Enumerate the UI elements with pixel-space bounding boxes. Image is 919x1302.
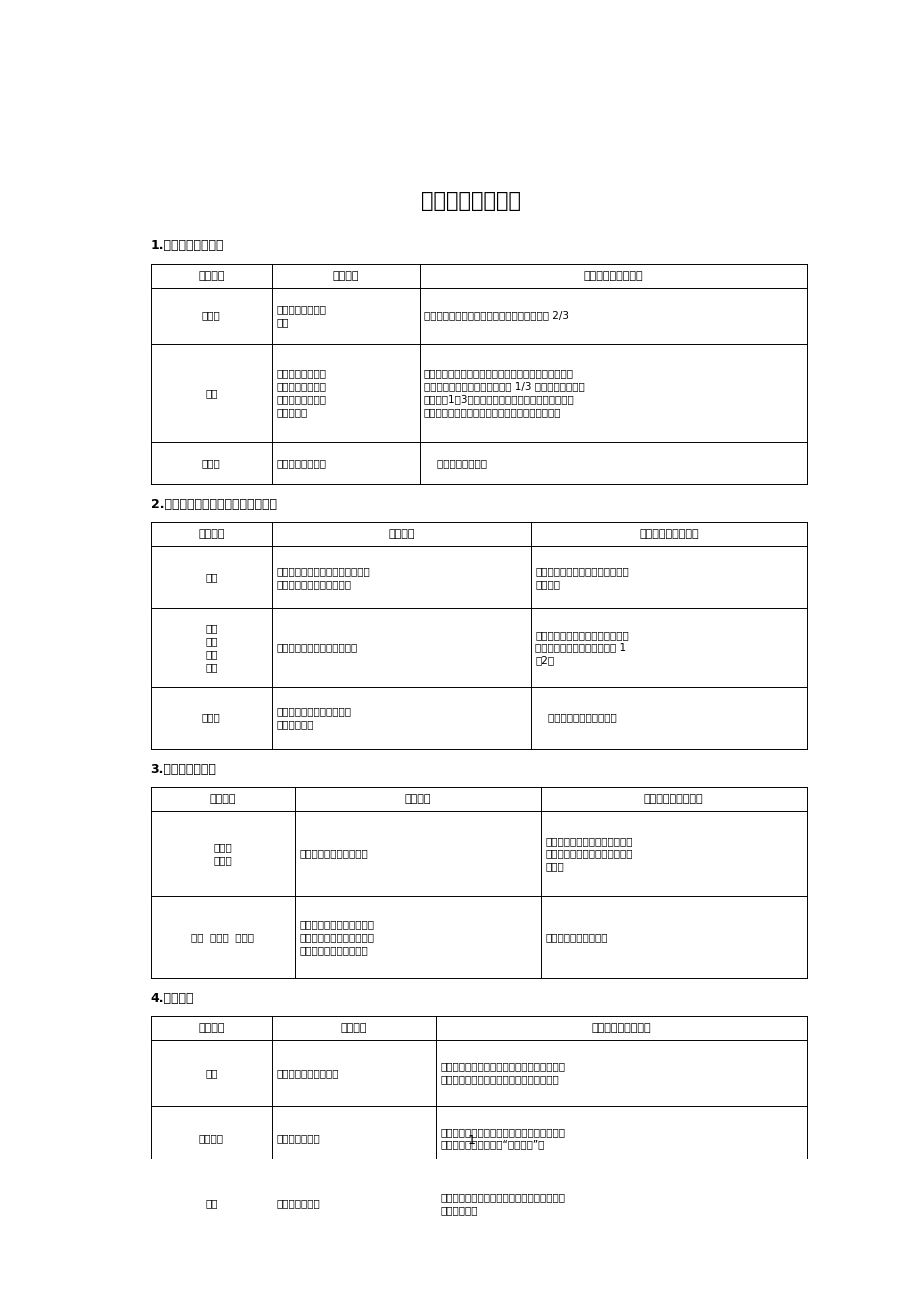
Text: 用于滴加液体。: 用于滴加液体。	[276, 1198, 320, 1208]
Text: 4.计量仗器: 4.计量仗器	[151, 992, 194, 1005]
Text: 不能直接加热，加热时要垫石棉网
所装液体的量不应超过其容积 1
／2。: 不能直接加热，加热时要垫石棉网 所装液体的量不应超过其容积 1 ／2。	[535, 630, 629, 665]
Text: 一般放在石棉网上加热。: 一般放在石棉网上加热。	[535, 712, 617, 723]
Text: 燃烧匙: 燃烧匙	[202, 458, 221, 467]
Text: 平底
烧瓶
団底
烧瓶: 平底 烧瓶 団底 烧瓶	[205, 624, 217, 672]
Text: 仗器名称: 仗器名称	[198, 271, 224, 280]
Text: 使用方法和注意事项: 使用方法和注意事项	[583, 271, 642, 280]
Text: 要选择量程合适的量筒，以减少误差。不能用
作反应器，不能用作直接在其内配制溶液。: 要选择量程合适的量筒，以减少误差。不能用 作反应器，不能用作直接在其内配制溶液。	[440, 1061, 564, 1085]
Text: 滴管: 滴管	[205, 1198, 217, 1208]
Text: 滴瓶  细口瓶  广口瓶: 滴瓶 细口瓶 广口瓶	[191, 932, 254, 943]
Text: 用于蒸发或浓缩溶
液。: 用于蒸发或浓缩溶 液。	[276, 305, 326, 327]
Text: 蒸发皿: 蒸发皿	[202, 311, 221, 320]
Text: 化学实验常用仗器: 化学实验常用仗器	[421, 191, 521, 211]
Text: 1.能直接加热的仗器: 1.能直接加热的仗器	[151, 240, 224, 253]
Text: 称量固体药品。: 称量固体药品。	[276, 1133, 320, 1143]
Text: 主要用途: 主要用途	[404, 794, 431, 803]
Text: 主要用途: 主要用途	[340, 1023, 367, 1034]
Text: 主要用途: 主要用途	[388, 529, 414, 539]
Text: 2.能间接加热（需垫石棉网）的仗器: 2.能间接加热（需垫石棉网）的仗器	[151, 499, 277, 512]
Text: 使用方法和注意事项: 使用方法和注意事项	[639, 529, 698, 539]
Text: 烧杯: 烧杯	[205, 573, 217, 582]
Text: 用作反应器，可用于加热液体: 用作反应器，可用于加热液体	[276, 642, 357, 652]
Text: 作配制、浓缩、稀释溶液。也可用
作反应器等。用于液体加热: 作配制、浓缩、稀释溶液。也可用 作反应器等。用于液体加热	[276, 566, 369, 589]
Text: 3.不能加热的仗器: 3.不能加热的仗器	[151, 763, 216, 776]
Text: 仗器名称: 仗器名称	[210, 794, 236, 803]
Text: 必须专用，滴加时不要与其他容器接触。不能
平放和倒放。: 必须专用，滴加时不要与其他容器接触。不能 平放和倒放。	[440, 1193, 564, 1215]
Text: 燃烧少量固体物质: 燃烧少量固体物质	[276, 458, 326, 467]
Text: 用作接受器、用作反应器等
用于液体加热: 用作接受器、用作反应器等 用于液体加热	[276, 706, 351, 729]
Text: 使用方法及注意事项: 使用方法及注意事项	[643, 794, 703, 803]
Text: 可直接加热，外壁有水时要擦干。加热时应用试管夹或
固定在铁架台上，夹持在距管口 1/3 处。加热液体不超
过容积的1／3，试管口不能对着自己和别人，避免液
体沸: 可直接加热，外壁有水时要擦干。加热时应用试管夹或 固定在铁架台上，夹持在距管口 …	[424, 368, 584, 417]
Text: 可直接加热，盛放的液体量一般应少于容积的 2/3: 可直接加热，盛放的液体量一般应少于容积的 2/3	[424, 311, 568, 320]
Text: 托盘天平: 托盘天平	[199, 1133, 223, 1143]
Text: 药品不可直接放在托盘内，称量时将被称量物
放在纸或玻璃器皿上，“左物右码”。: 药品不可直接放在托盘内，称量时将被称量物 放在纸或玻璃器皿上，“左物右码”。	[440, 1126, 564, 1150]
Text: 玻璃片
集气瓶: 玻璃片 集气瓶	[213, 842, 232, 865]
Text: 如果在其中进行燃烧反应且有固
体生成时，应在底部加少量水或
细沙。: 如果在其中进行燃烧反应且有固 体生成时，应在底部加少量水或 细沙。	[545, 836, 632, 871]
Text: 仗器名称: 仗器名称	[198, 529, 224, 539]
Text: 常用作反应器，也
可收集少量气体。
既可加热液体也可
加热固体。: 常用作反应器，也 可收集少量气体。 既可加热液体也可 加热固体。	[276, 368, 326, 417]
Text: 量筒: 量筒	[205, 1068, 217, 1078]
Text: 玻璃塞不可盛放强碱。: 玻璃塞不可盛放强碱。	[545, 932, 607, 943]
Text: 仗器名称: 仗器名称	[198, 1023, 224, 1034]
Text: 主要用途: 主要用途	[332, 271, 358, 280]
Text: 使用方法及注意事项: 使用方法及注意事项	[591, 1023, 651, 1034]
Text: 加热时应放置在石棉网上，使之受
热均匀。: 加热时应放置在石棉网上，使之受 热均匀。	[535, 566, 629, 589]
Text: 量取一定体积的液体。: 量取一定体积的液体。	[276, 1068, 338, 1078]
Text: 试管: 试管	[205, 388, 217, 398]
Text: 锥型瓶: 锥型瓶	[202, 712, 221, 723]
Text: 分装各种试剂，需要避光保
存时用棕色瓶。广口瓶盛放
固体，细口瓶盛放液体。: 分装各种试剂，需要避光保 存时用棕色瓶。广口瓶盛放 固体，细口瓶盛放液体。	[299, 919, 374, 956]
Text: 1: 1	[467, 1134, 475, 1147]
Text: 用于收集和贮存少量气体: 用于收集和贮存少量气体	[299, 849, 368, 858]
Text: 可直接用于加热。: 可直接用于加热。	[424, 458, 486, 467]
